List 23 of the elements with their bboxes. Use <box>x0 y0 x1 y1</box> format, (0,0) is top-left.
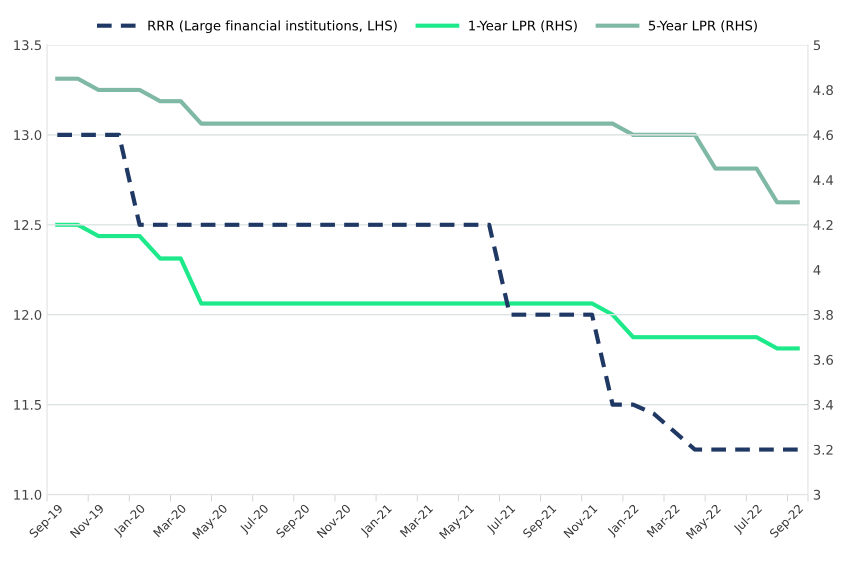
line-series <box>55 132 800 452</box>
y2-tick-label: 3.8 <box>814 310 833 320</box>
y-tick-label: 12.0 <box>14 310 42 320</box>
y-tick-label: 13.5 <box>14 40 42 50</box>
y2-tick-label: 4 <box>813 265 820 275</box>
y2-tick-label: 3.2 <box>814 444 832 455</box>
legend-label: 1-Year LPR (RHS) <box>469 20 577 32</box>
legend-label: 5-Year LPR (RHS) <box>648 20 757 32</box>
y-tick-label: 11.5 <box>14 400 42 410</box>
y2-tick-label: 3 <box>814 490 820 500</box>
y-tick-label: 13.0 <box>14 130 42 140</box>
y2-tick-label: 4.4 <box>813 175 834 185</box>
y-tick-label: 12.5 <box>14 220 42 230</box>
legend-label: RRR (Large financial institutions, LHS) <box>148 20 397 34</box>
y2-tick-label: 4.8 <box>813 85 833 96</box>
y2-tick-label: 3.4 <box>814 400 834 410</box>
line-series <box>55 76 800 204</box>
line-series <box>55 222 800 351</box>
y2-tick-label: 3.6 <box>814 354 833 365</box>
y2-tick-label: 4.6 <box>813 130 833 140</box>
y-tick-label: 11.0 <box>14 490 42 500</box>
y2-tick-label: 4.2 <box>813 220 832 230</box>
y2-tick-label: 5 <box>814 40 820 50</box>
